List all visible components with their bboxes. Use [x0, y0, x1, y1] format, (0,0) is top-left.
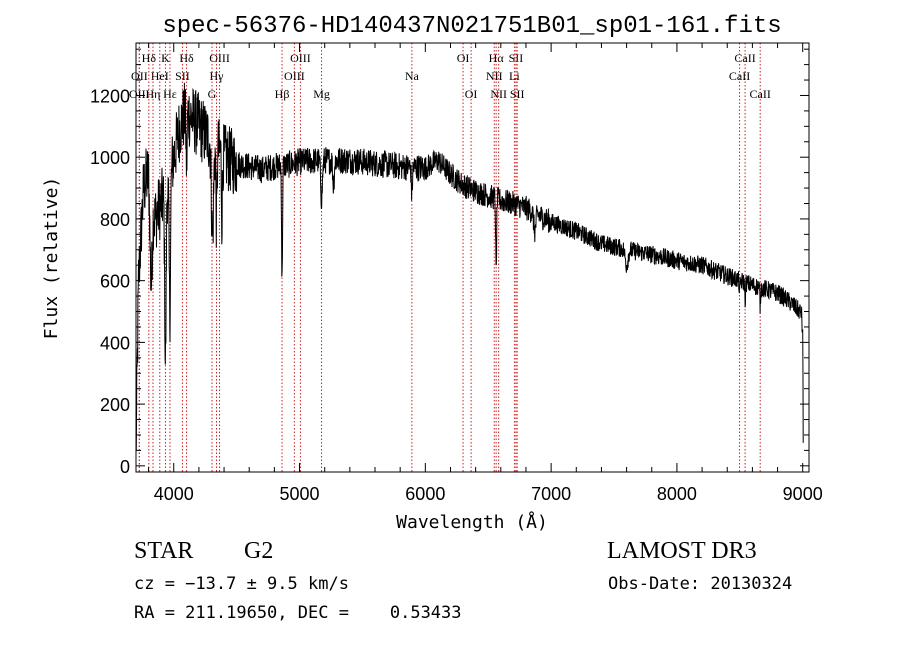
y-tick-label: 400 [100, 333, 130, 353]
line-marker-label: CaII [750, 87, 771, 101]
line-marker-label: Hδ [142, 51, 157, 65]
x-tick-label: 9000 [783, 484, 823, 504]
line-marker-label: OIII [209, 51, 230, 65]
x-tick-label: 4000 [154, 484, 194, 504]
line-marker-label: OIII [290, 51, 311, 65]
y-tick-label: 0 [120, 457, 130, 477]
line-marker-label: G [208, 87, 217, 101]
y-tick-label: 200 [100, 395, 130, 415]
x-tick-label: 6000 [405, 484, 445, 504]
spectrum-line [135, 82, 804, 451]
line-marker-label: Hε [163, 87, 177, 101]
line-marker-label: Mg [313, 87, 330, 101]
line-marker-label: SII [175, 69, 190, 83]
line-marker-label: CaII [729, 69, 750, 83]
line-marker-label: NII [486, 69, 503, 83]
line-marker-label: K [161, 51, 170, 65]
y-tick-label: 800 [100, 210, 130, 230]
survey-name: LAMOST DR3 [607, 538, 757, 564]
line-marker-label: NII [490, 87, 507, 101]
line-marker-label: OIII [284, 69, 305, 83]
line-marker-label: SII [509, 51, 524, 65]
line-marker-label: Na [405, 69, 420, 83]
y-tick-label: 600 [100, 272, 130, 292]
line-marker-label: OIII [129, 87, 150, 101]
axis-ticks: 4000 5000 6000 7000 8000 9000 0 200 400 600 800 100… [90, 43, 823, 504]
x-tick-label: 8000 [657, 484, 697, 504]
line-marker-label: OI [457, 51, 470, 65]
x-tick-label: 7000 [531, 484, 571, 504]
line-marker-label: SII [510, 87, 525, 101]
line-marker-label: HeI [151, 69, 169, 83]
coordinates: RA = 211.19650, DEC = 0.53433 [134, 603, 462, 623]
object-class: STAR [134, 538, 194, 564]
y-tick-label: 1000 [90, 148, 130, 168]
chart-title: spec-56376-HD140437N021751B01_sp01-161.f… [162, 13, 781, 40]
y-axis-label: Flux (relative) [41, 177, 62, 340]
line-marker-label: Hα [489, 51, 505, 65]
line-marker-label: Hγ [210, 69, 225, 83]
line-marker-label: CaII [734, 51, 755, 65]
y-tick-label: 1200 [90, 86, 130, 106]
plot-frame [135, 42, 810, 473]
line-marker-label: Hδ [179, 51, 194, 65]
line-marker-label: OI [465, 87, 478, 101]
x-tick-label: 5000 [280, 484, 320, 504]
line-marker-label: Li [509, 69, 520, 83]
redshift-cz: cz = −13.7 ± 9.5 km/s [134, 574, 349, 594]
x-axis-label: Wavelength (Å) [396, 511, 548, 533]
obs-date: Obs-Date: 20130324 [608, 574, 793, 594]
line-marker-label: Hη [146, 87, 161, 101]
line-marker-label: Hβ [275, 87, 290, 101]
spectral-subclass: G2 [244, 538, 274, 564]
